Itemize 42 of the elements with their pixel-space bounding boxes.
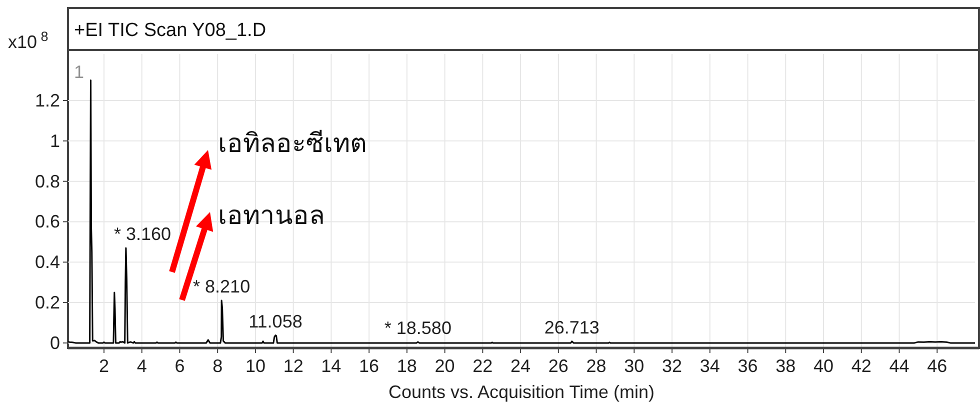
x-tick-label: 26: [548, 356, 568, 376]
x-axis-title: Counts vs. Acquisition Time (min): [388, 382, 655, 402]
x-tick-label: 30: [624, 356, 644, 376]
annotation: * 8.210: [193, 276, 250, 297]
y-tick-label: 0.2: [34, 292, 60, 313]
annotation: เอทานอล: [218, 200, 325, 230]
y-tick-label: 0.8: [34, 171, 60, 192]
y-tick-label: 0.6: [34, 212, 60, 232]
x-tick-label: 40: [814, 356, 834, 376]
x-tick-label: 16: [359, 356, 380, 376]
chart-title: +EI TIC Scan Y08_1.D: [74, 20, 266, 41]
x-tick-label: 8: [212, 356, 223, 376]
x-tick-label: 28: [586, 356, 606, 376]
x-tick-label: 42: [851, 356, 872, 376]
y-tick-label: 0.4: [34, 252, 60, 272]
y-tick-label: 1.2: [34, 90, 60, 111]
x-tick-label: 14: [321, 356, 342, 376]
annotation: 11.058: [248, 311, 302, 332]
x-tick-label: 24: [510, 356, 531, 376]
x-tick-label: 18: [396, 356, 417, 376]
y-tick-label: 0: [50, 332, 60, 353]
x-tick-label: 20: [434, 356, 455, 376]
x-tick-label: 6: [174, 356, 185, 376]
x-tick-label: 32: [662, 356, 682, 376]
x-tick-label: 44: [889, 356, 910, 376]
y-tick-label: 1: [50, 130, 60, 151]
annotation: 1: [74, 62, 84, 82]
annotation: * 3.160: [114, 224, 172, 244]
x-tick-label: 34: [700, 356, 720, 376]
x-tick-label: 12: [283, 356, 304, 376]
annotation: * 18.580: [384, 318, 452, 338]
x-tick-label: 36: [738, 356, 758, 376]
x-tick-label: 4: [136, 356, 147, 376]
annotation: เอทิลอะซีเทต: [218, 128, 367, 158]
annotation: 26.713: [544, 317, 600, 338]
x-tick-label: 2: [98, 356, 109, 376]
x-tick-label: 38: [776, 356, 796, 376]
y-axis-title: x10$^{8}$: [8, 28, 48, 52]
x-tick-label: 46: [927, 356, 948, 376]
x-tick-label: 22: [472, 356, 493, 376]
x-tick-label: 10: [245, 356, 266, 376]
line-series: [67, 80, 976, 344]
